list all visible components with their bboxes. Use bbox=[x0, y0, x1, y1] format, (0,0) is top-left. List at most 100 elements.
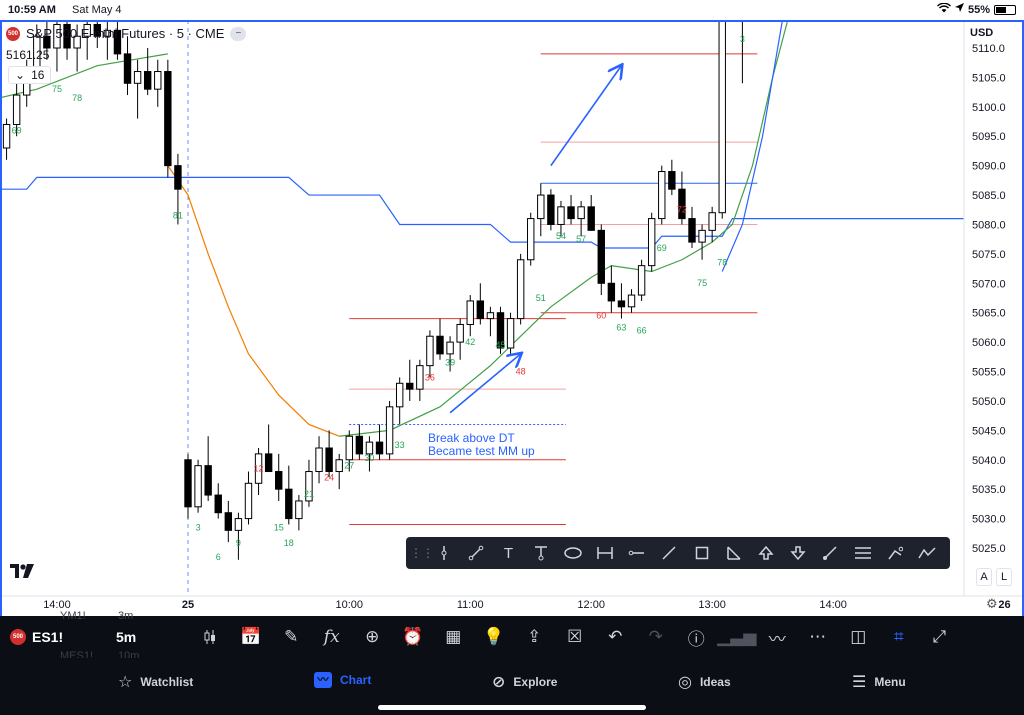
bottom-toolbar: YM1! 3m MES1! 10m 500 ES1! 5m 📅 ✎ fx ⊕ ⏰… bbox=[0, 610, 1024, 662]
rectangle-icon[interactable] bbox=[686, 537, 718, 569]
candle bbox=[73, 24, 81, 72]
price-tick-label: 5085.0 bbox=[972, 190, 1006, 202]
price-tick-label: 5025.0 bbox=[972, 543, 1006, 555]
legend-collapse-button[interactable]: − bbox=[230, 26, 247, 41]
candle bbox=[123, 36, 132, 96]
crosshair-icon[interactable]: ⌗ bbox=[893, 627, 904, 646]
drag-handle-icon[interactable]: ⋮⋮ bbox=[410, 546, 434, 560]
chart-settings-icon[interactable]: ⚙ bbox=[986, 596, 998, 611]
chart-annotation[interactable]: Break above DT Became test MM up bbox=[428, 432, 535, 458]
candle bbox=[647, 212, 656, 272]
legend-title[interactable]: S&P 500 E-mini Futures · 5 · CME bbox=[26, 26, 225, 41]
indicators-toggle-button[interactable]: ⌄ 16 bbox=[8, 66, 52, 84]
candle bbox=[516, 253, 525, 325]
indicators-fx-icon[interactable]: fx bbox=[323, 627, 340, 647]
auto-scale-button[interactable]: A bbox=[976, 568, 992, 586]
path-icon[interactable] bbox=[879, 537, 911, 569]
ideas-lightbulb-icon[interactable]: 💡 bbox=[483, 627, 505, 646]
tab-menu[interactable]: ☰ Menu bbox=[852, 672, 906, 692]
plot-area: 5760636669727578813691215182124273033363… bbox=[0, 20, 964, 596]
price-tick-label: 5075.0 bbox=[972, 249, 1006, 261]
multi-layout-icon[interactable]: ◫ bbox=[850, 627, 867, 646]
layouts-grid-icon[interactable]: ▦ bbox=[445, 627, 462, 646]
candle-body-down bbox=[164, 71, 172, 167]
candles-icon[interactable] bbox=[190, 616, 231, 658]
currency-label[interactable]: USD bbox=[966, 24, 1018, 42]
candle bbox=[708, 206, 716, 243]
candle-body-up bbox=[506, 318, 515, 349]
arrow-down-icon[interactable] bbox=[782, 537, 814, 569]
compare-dates-icon[interactable]: 📅 bbox=[240, 627, 262, 646]
bar-count-label: 57 bbox=[576, 234, 586, 244]
price-tick-label: 5095.0 bbox=[972, 131, 1006, 143]
bars-chart-icon[interactable]: ▁▃▅ bbox=[717, 627, 757, 646]
candle-body-down bbox=[678, 188, 686, 220]
draw-pencil-icon[interactable]: ✎ bbox=[284, 627, 299, 646]
anchored-vwap-icon[interactable] bbox=[525, 537, 557, 569]
add-circle-icon[interactable]: ⊕ bbox=[365, 627, 380, 646]
info-icon[interactable]: ⓘ bbox=[687, 629, 705, 649]
candle-body-down bbox=[406, 382, 414, 390]
undo-icon[interactable]: ↶ bbox=[608, 627, 623, 646]
status-time: 10:59 AM bbox=[8, 4, 56, 16]
candle-body-up bbox=[345, 435, 353, 461]
price-chart[interactable]: 5760636669727578813691215182124273033363… bbox=[0, 20, 1024, 616]
candle-body-up bbox=[708, 212, 716, 231]
ellipse-icon[interactable] bbox=[557, 537, 589, 569]
date-range-icon[interactable] bbox=[589, 537, 621, 569]
interval-picker[interactable]: 5m bbox=[116, 629, 137, 645]
price-axis-bg bbox=[964, 20, 1024, 596]
chevron-down-icon: ⌄ bbox=[15, 68, 26, 82]
arrow-up-icon[interactable] bbox=[750, 537, 782, 569]
line-tool-icon[interactable] bbox=[653, 537, 685, 569]
bar-count-label: 66 bbox=[637, 325, 647, 335]
fullscreen-icon[interactable]: ⤢ bbox=[932, 627, 947, 646]
more-icon[interactable]: ⋯ bbox=[809, 627, 827, 646]
price-tick-label: 5030.0 bbox=[972, 514, 1006, 526]
candle bbox=[214, 483, 222, 519]
candle-body-up bbox=[627, 294, 636, 308]
candle bbox=[496, 306, 505, 354]
candle-body-down bbox=[285, 488, 293, 520]
zigzag-icon[interactable] bbox=[911, 537, 943, 569]
candle-body-up bbox=[73, 35, 81, 49]
fib-retracement-icon[interactable] bbox=[846, 537, 878, 569]
horizontal-ray-icon[interactable] bbox=[621, 537, 653, 569]
bar-count-label: 60 bbox=[596, 311, 606, 321]
log-scale-button[interactable]: L bbox=[996, 568, 1012, 586]
fib-fan-icon[interactable] bbox=[718, 537, 750, 569]
chart-legend[interactable]: 500 S&P 500 E-mini Futures · 5 · CME − bbox=[6, 26, 247, 41]
tab-watchlist[interactable]: ☆ Watchlist bbox=[118, 672, 193, 692]
symbol-picker[interactable]: 500 ES1! bbox=[0, 629, 110, 645]
text-tool-icon[interactable]: T bbox=[503, 544, 514, 562]
tab-ideas[interactable]: ◎ Ideas bbox=[678, 672, 731, 692]
candle bbox=[93, 20, 101, 48]
candle bbox=[527, 212, 535, 266]
home-indicator bbox=[378, 705, 646, 710]
drawing-toolbar[interactable]: ⋮⋮ T bbox=[406, 537, 950, 569]
tab-chart[interactable]: 〰 Chart bbox=[314, 672, 371, 688]
candle bbox=[234, 512, 243, 560]
brush-icon[interactable] bbox=[814, 537, 846, 569]
trend-line-icon[interactable] bbox=[460, 537, 492, 569]
vertical-line-icon[interactable] bbox=[428, 537, 460, 569]
candle bbox=[43, 20, 51, 60]
bar-count-label: 78 bbox=[72, 93, 82, 103]
price-tick-label: 5060.0 bbox=[972, 337, 1006, 349]
candle-body-down bbox=[214, 494, 222, 514]
share-icon[interactable]: ⇪ bbox=[527, 627, 542, 646]
replay-icon[interactable]: 〰 bbox=[768, 629, 786, 649]
redo-icon[interactable]: ↷ bbox=[648, 627, 663, 646]
bar-count-label: 51 bbox=[536, 293, 546, 303]
candle-body-up bbox=[527, 218, 535, 261]
tab-label: Watchlist bbox=[140, 675, 194, 689]
details-list-icon[interactable]: ☒ bbox=[567, 627, 583, 646]
annotation-arrow bbox=[449, 354, 521, 414]
price-tick-label: 5110.0 bbox=[972, 43, 1005, 55]
candle bbox=[375, 424, 384, 460]
tab-explore[interactable]: ⊘ Explore bbox=[492, 672, 557, 692]
price-axis: 5025.0 5030.0 5035.0 5040.0 5045.0 5050.0 5055… bbox=[963, 20, 1024, 596]
alert-clock-icon[interactable]: ⏰ bbox=[402, 627, 424, 646]
candle bbox=[264, 424, 273, 473]
time-tick-label: 11:00 bbox=[457, 599, 484, 611]
